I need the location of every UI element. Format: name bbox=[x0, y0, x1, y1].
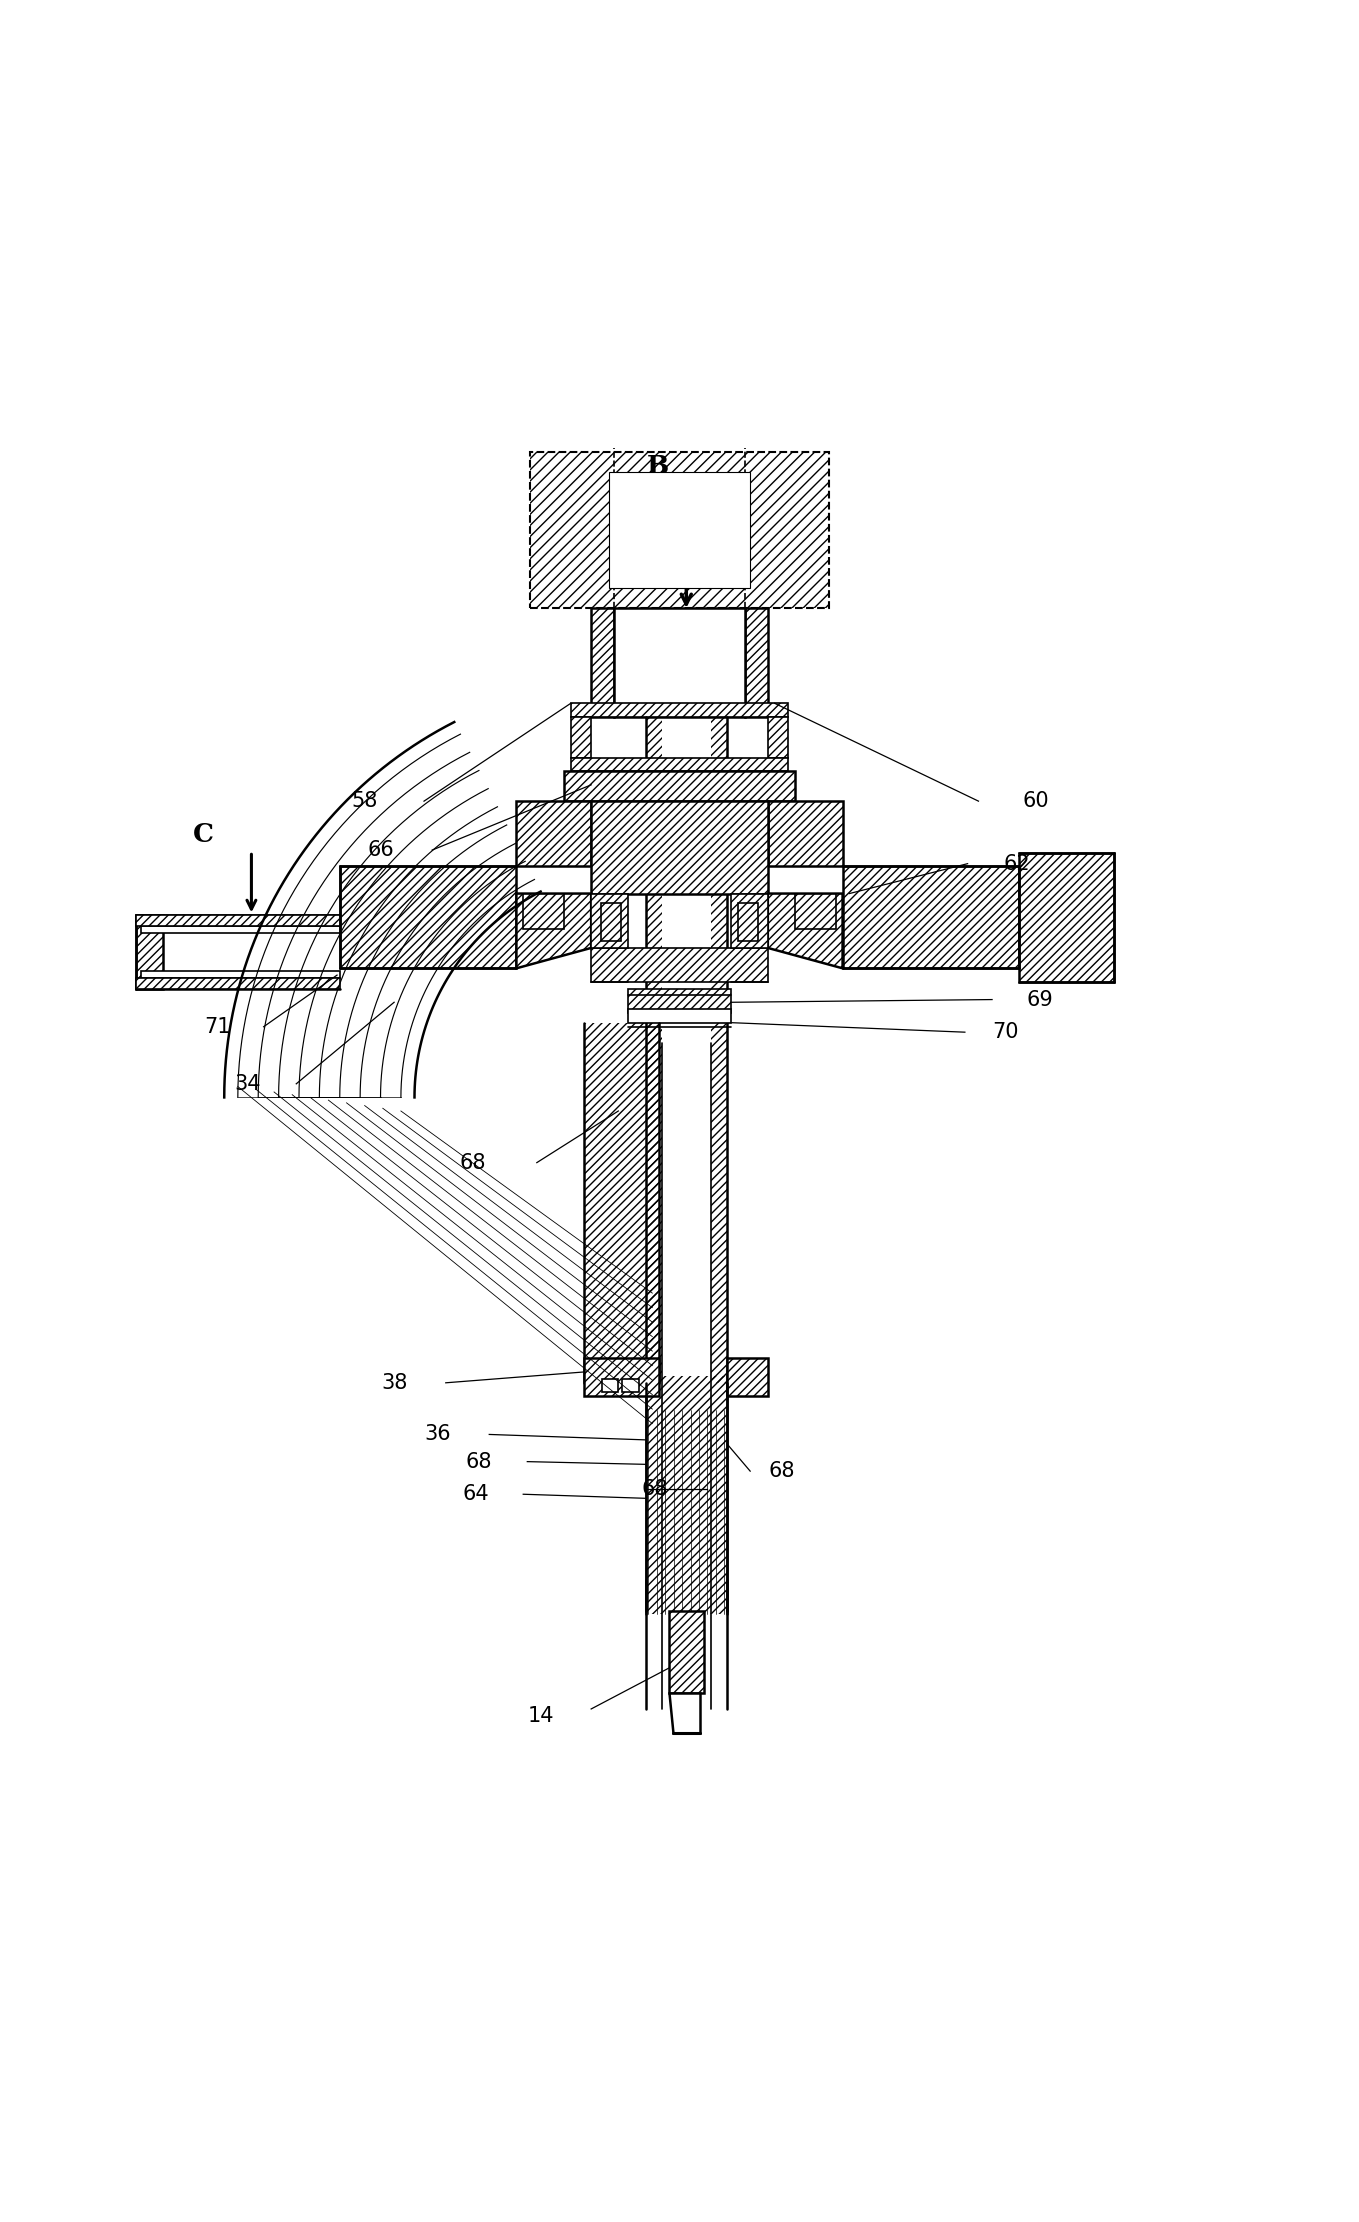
Text: 70: 70 bbox=[992, 1022, 1019, 1042]
Bar bbox=[141, 927, 340, 933]
Polygon shape bbox=[591, 609, 614, 718]
Polygon shape bbox=[669, 1693, 700, 1733]
Polygon shape bbox=[591, 949, 768, 982]
Bar bbox=[662, 718, 711, 1382]
Text: 69: 69 bbox=[1026, 989, 1053, 1009]
Bar bbox=[628, 1009, 731, 1022]
Text: 62: 62 bbox=[1003, 853, 1030, 873]
Bar bbox=[614, 609, 745, 718]
Polygon shape bbox=[564, 771, 795, 802]
Text: 68: 68 bbox=[459, 1153, 487, 1173]
Bar bbox=[602, 1378, 618, 1393]
Bar bbox=[738, 902, 758, 942]
Bar bbox=[669, 1611, 704, 1693]
Polygon shape bbox=[1019, 853, 1114, 982]
Polygon shape bbox=[628, 989, 731, 1013]
Polygon shape bbox=[523, 893, 564, 929]
Polygon shape bbox=[591, 893, 628, 949]
Bar bbox=[530, 451, 829, 609]
Polygon shape bbox=[843, 867, 1019, 969]
Bar bbox=[711, 718, 727, 1382]
Polygon shape bbox=[136, 915, 163, 989]
Polygon shape bbox=[136, 915, 340, 927]
Text: 14: 14 bbox=[527, 1706, 554, 1726]
Bar bbox=[601, 902, 621, 942]
Polygon shape bbox=[571, 758, 788, 771]
Bar bbox=[646, 718, 662, 1382]
Bar bbox=[727, 1358, 768, 1395]
Polygon shape bbox=[136, 978, 340, 989]
Bar bbox=[622, 1378, 639, 1393]
Text: 68: 68 bbox=[641, 1480, 669, 1500]
Text: 68: 68 bbox=[465, 1451, 492, 1471]
Text: 60: 60 bbox=[1022, 791, 1049, 811]
Polygon shape bbox=[731, 893, 768, 949]
Text: 34: 34 bbox=[234, 1073, 261, 1093]
Polygon shape bbox=[571, 718, 591, 758]
Polygon shape bbox=[591, 802, 768, 893]
Bar bbox=[584, 1022, 659, 1382]
Polygon shape bbox=[768, 893, 843, 969]
Text: C: C bbox=[193, 822, 215, 847]
Text: 38: 38 bbox=[381, 1373, 408, 1393]
Text: B: B bbox=[647, 453, 669, 480]
Polygon shape bbox=[768, 802, 843, 867]
Text: 36: 36 bbox=[424, 1424, 451, 1444]
Text: 58: 58 bbox=[351, 791, 378, 811]
Polygon shape bbox=[745, 609, 768, 718]
Bar bbox=[646, 1375, 727, 1613]
Bar bbox=[584, 1358, 659, 1395]
Text: 64: 64 bbox=[462, 1484, 489, 1504]
Text: 71: 71 bbox=[204, 1018, 231, 1038]
Polygon shape bbox=[516, 802, 591, 867]
Polygon shape bbox=[571, 704, 788, 718]
Polygon shape bbox=[516, 893, 591, 969]
Text: 68: 68 bbox=[768, 1462, 795, 1482]
Polygon shape bbox=[768, 718, 788, 758]
Bar bbox=[530, 451, 829, 609]
Bar bbox=[609, 473, 750, 589]
Bar bbox=[141, 971, 340, 978]
Text: 66: 66 bbox=[367, 840, 394, 860]
Polygon shape bbox=[795, 893, 836, 929]
Polygon shape bbox=[340, 867, 516, 969]
